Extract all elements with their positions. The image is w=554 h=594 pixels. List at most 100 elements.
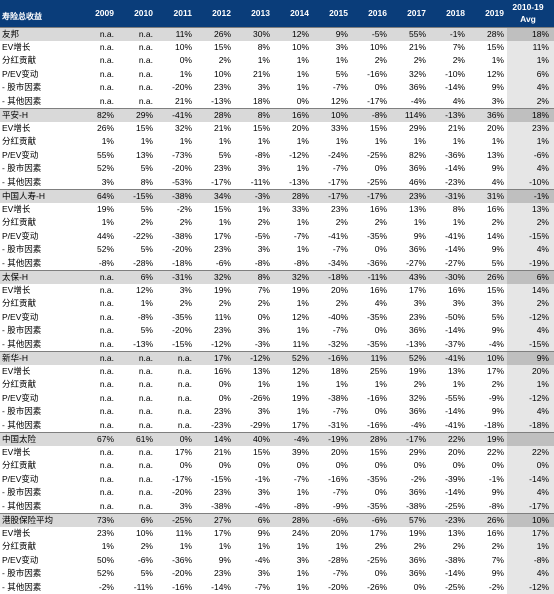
table-cell: 0% — [351, 324, 390, 338]
table-cell: n.a. — [78, 41, 117, 55]
table-cell: 26% — [195, 28, 234, 42]
avg-cell: -1% — [507, 190, 554, 204]
header-year: 2016 — [351, 0, 390, 27]
table-cell: -20% — [312, 581, 351, 594]
table-cell: 82% — [390, 149, 429, 163]
table-cell: 5% — [312, 68, 351, 82]
table-cell: -14% — [429, 486, 468, 500]
table-cell: 12% — [273, 365, 312, 379]
table-cell: 5% — [117, 567, 156, 581]
table-cell: 36% — [390, 324, 429, 338]
table-cell: 2% — [390, 54, 429, 68]
table-cell: -37% — [429, 338, 468, 352]
table-cell: -5% — [234, 230, 273, 244]
row-label: P/EV变动 — [0, 149, 78, 163]
table-cell: 32% — [156, 122, 195, 136]
table-cell: -16% — [312, 473, 351, 487]
header-year: 2014 — [273, 0, 312, 27]
table-cell: 52% — [273, 352, 312, 366]
table-cell: 1% — [390, 216, 429, 230]
table-cell: n.a. — [78, 392, 117, 406]
table-cell: 10% — [195, 68, 234, 82]
table-cell: -36% — [429, 149, 468, 163]
table-cell: -25% — [351, 149, 390, 163]
avg-cell: 1% — [507, 378, 554, 392]
table-cell: -35% — [351, 311, 390, 325]
table-cell: 13% — [390, 203, 429, 217]
table-cell: 0% — [156, 54, 195, 68]
table-cell: 2% — [390, 378, 429, 392]
table-cell: -19% — [312, 433, 351, 447]
table-cell: -15% — [156, 338, 195, 352]
table-cell: -17% — [195, 176, 234, 190]
table-cell: 52% — [78, 243, 117, 257]
table-cell: 32% — [390, 392, 429, 406]
table-cell: -7% — [312, 405, 351, 419]
table-cell: 23% — [195, 324, 234, 338]
table-cell: -17% — [312, 176, 351, 190]
table-cell: n.a. — [78, 81, 117, 95]
table-cell: 28% — [351, 433, 390, 447]
row-label: - 其他因素 — [0, 257, 78, 271]
table-cell: 26% — [78, 122, 117, 136]
table-cell: -13% — [117, 338, 156, 352]
table-cell: n.a. — [156, 365, 195, 379]
table-cell: n.a. — [78, 378, 117, 392]
table-cell: -23% — [429, 176, 468, 190]
table-cell: n.a. — [117, 459, 156, 473]
table-cell: 21% — [390, 41, 429, 55]
table-cell: 15% — [351, 446, 390, 460]
table-cell: 23% — [195, 567, 234, 581]
table-cell: n.a. — [78, 352, 117, 366]
row-label: - 股市因素 — [0, 162, 78, 176]
table-cell: -14% — [429, 81, 468, 95]
table-cell: -8% — [234, 149, 273, 163]
table-cell: n.a. — [117, 41, 156, 55]
table-cell: 8% — [117, 176, 156, 190]
table-cell: n.a. — [117, 28, 156, 42]
table-cell: 17% — [351, 527, 390, 541]
table-cell: 14% — [195, 433, 234, 447]
table-cell: 12% — [117, 284, 156, 298]
table-cell: 13% — [429, 527, 468, 541]
avg-cell: 4% — [507, 243, 554, 257]
table-cell: 17% — [273, 419, 312, 433]
table-cell: 12% — [273, 311, 312, 325]
table-cell: 2% — [390, 540, 429, 554]
table-cell: 4% — [351, 297, 390, 311]
table-cell: 3% — [234, 567, 273, 581]
table-cell: 2% — [117, 540, 156, 554]
table-cell: 0% — [273, 459, 312, 473]
table-cell: -6% — [195, 257, 234, 271]
table-cell: -2% — [390, 473, 429, 487]
row-label: 分红贡献 — [0, 297, 78, 311]
table-cell: 0% — [390, 581, 429, 594]
row-label: P/EV变动 — [0, 311, 78, 325]
table-cell: -16% — [351, 68, 390, 82]
table-cell: 9% — [468, 162, 507, 176]
table-cell: 16% — [351, 203, 390, 217]
table-header: 寿险总收益 2009 2010 2011 2012 2013 2014 2015… — [0, 0, 554, 27]
header-year: 2015 — [312, 0, 351, 27]
table-cell: 17% — [468, 365, 507, 379]
table-cell: -27% — [429, 257, 468, 271]
table-cell: n.a. — [78, 365, 117, 379]
table-cell: -35% — [351, 473, 390, 487]
avg-cell: 20% — [507, 365, 554, 379]
table-cell: -41% — [312, 230, 351, 244]
table-cell: 1% — [273, 486, 312, 500]
table-cell: 1% — [156, 135, 195, 149]
row-label: - 股市因素 — [0, 81, 78, 95]
table-cell: 6% — [117, 271, 156, 285]
table-cell: 16% — [351, 284, 390, 298]
table-cell: 8% — [234, 271, 273, 285]
row-label: 分红贡献 — [0, 135, 78, 149]
